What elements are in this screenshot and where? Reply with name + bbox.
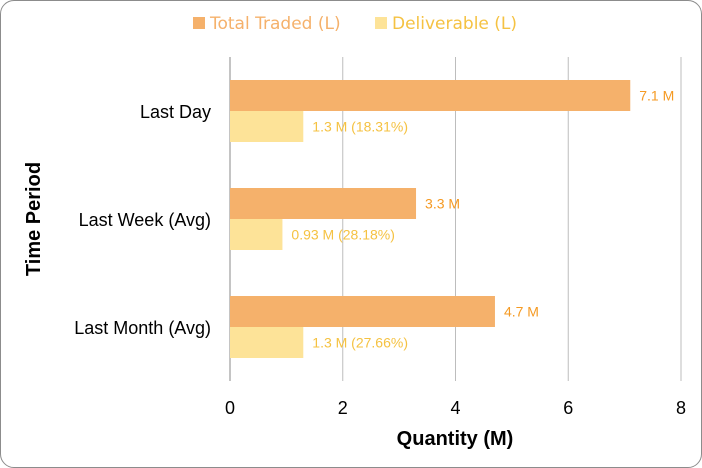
deliverable-bar bbox=[230, 111, 304, 142]
legend-label: Deliverable (L) bbox=[392, 14, 517, 34]
x-tick-label: 8 bbox=[676, 398, 686, 418]
data-label: 0.93 M (28.18%) bbox=[291, 227, 395, 243]
x-axis-title: Quantity (M) bbox=[397, 428, 514, 450]
data-label: 1.3 M (27.66%) bbox=[312, 335, 408, 351]
data-label: 4.7 M bbox=[504, 304, 539, 320]
category-label: Last Day bbox=[140, 102, 211, 122]
legend-swatch bbox=[375, 17, 387, 29]
total-traded-bar bbox=[230, 296, 495, 327]
x-tick-label: 4 bbox=[450, 398, 460, 418]
x-tick-label: 0 bbox=[225, 398, 235, 418]
total-traded-bar bbox=[230, 188, 417, 219]
x-tick-label: 2 bbox=[338, 398, 348, 418]
legend-label: Total Traded (L) bbox=[209, 14, 341, 34]
total-traded-bar bbox=[230, 80, 631, 111]
y-axis-title: Time Period bbox=[23, 162, 45, 276]
data-label: 7.1 M bbox=[639, 88, 674, 104]
legend-swatch bbox=[193, 17, 205, 29]
deliverable-bar bbox=[230, 219, 283, 250]
category-label: Last Week (Avg) bbox=[79, 210, 211, 230]
category-label: Last Month (Avg) bbox=[74, 318, 211, 338]
data-label: 3.3 M bbox=[425, 196, 460, 212]
deliverable-bar bbox=[230, 327, 304, 358]
x-tick-label: 6 bbox=[563, 398, 573, 418]
data-label: 1.3 M (18.31%) bbox=[312, 119, 408, 135]
